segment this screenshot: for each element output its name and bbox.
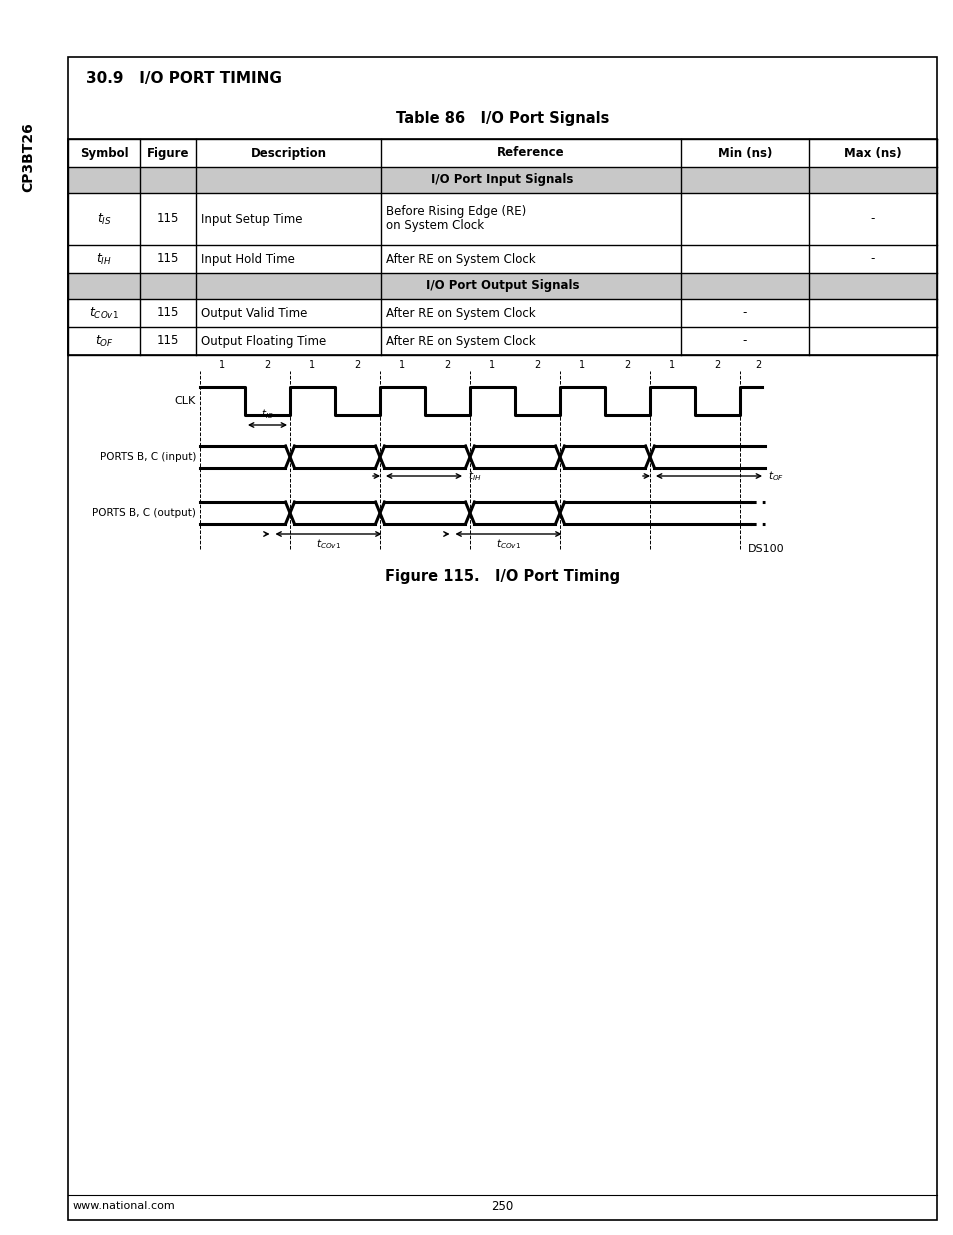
Text: 2: 2 [264, 359, 271, 370]
Text: 2: 2 [714, 359, 720, 370]
Text: -: - [870, 252, 874, 266]
Text: 115: 115 [156, 335, 179, 347]
Bar [68, 167, 936, 193]
Text: 115: 115 [156, 306, 179, 320]
Text: 2: 2 [534, 359, 540, 370]
Text: 250: 250 [491, 1199, 513, 1213]
Text: Input Hold Time: Input Hold Time [201, 252, 294, 266]
Text: 2: 2 [754, 359, 760, 370]
Text: 1: 1 [578, 359, 585, 370]
Text: 1: 1 [399, 359, 405, 370]
Text: 2: 2 [623, 359, 630, 370]
Text: -: - [870, 212, 874, 226]
Text: 1: 1 [669, 359, 675, 370]
Text: Min (ns): Min (ns) [717, 147, 771, 159]
Text: $t_{COv1}$: $t_{COv1}$ [89, 305, 119, 321]
Text: -: - [742, 306, 746, 320]
Text: PORTS B, C (output): PORTS B, C (output) [92, 508, 195, 517]
Text: www.national.com: www.national.com [73, 1200, 175, 1212]
Text: $t_{IS}$: $t_{IS}$ [96, 211, 112, 226]
Bar [68, 140, 936, 354]
Text: $t_{IH}$: $t_{IH}$ [96, 252, 112, 267]
Text: Figure 115.   I/O Port Timing: Figure 115. I/O Port Timing [384, 569, 619, 584]
Text: 1: 1 [219, 359, 225, 370]
Text: I/O Port Output Signals: I/O Port Output Signals [425, 279, 578, 293]
Bar [68, 193, 936, 245]
Text: on System Clock: on System Clock [386, 220, 483, 232]
Text: Max (ns): Max (ns) [843, 147, 901, 159]
Text: 1: 1 [489, 359, 495, 370]
Text: CLK: CLK [174, 396, 195, 406]
Text: After RE on System Clock: After RE on System Clock [386, 335, 535, 347]
Text: Figure: Figure [147, 147, 189, 159]
Text: $t_{IH}$: $t_{IH}$ [468, 469, 481, 483]
Text: 30.9   I/O PORT TIMING: 30.9 I/O PORT TIMING [86, 72, 281, 86]
Bar [68, 273, 936, 299]
Text: Symbol: Symbol [80, 147, 128, 159]
Text: 115: 115 [156, 212, 179, 226]
Text: I/O Port Input Signals: I/O Port Input Signals [431, 173, 573, 186]
Text: $t_{OF}$: $t_{OF}$ [94, 333, 113, 348]
Text: Output Floating Time: Output Floating Time [201, 335, 326, 347]
Text: $t_{IS}$: $t_{IS}$ [261, 408, 274, 421]
Text: Input Setup Time: Input Setup Time [201, 212, 302, 226]
Text: Before Rising Edge (RE): Before Rising Edge (RE) [386, 205, 526, 219]
Bar [68, 140, 936, 167]
Bar [68, 327, 936, 354]
Text: Reference: Reference [497, 147, 564, 159]
Text: $t_{COv1}$: $t_{COv1}$ [315, 537, 341, 551]
Text: -: - [742, 335, 746, 347]
Text: Output Valid Time: Output Valid Time [201, 306, 307, 320]
Text: $t_{COv1}$: $t_{COv1}$ [496, 537, 520, 551]
Bar [68, 245, 936, 273]
Text: 2: 2 [444, 359, 450, 370]
Text: CP3BT26: CP3BT26 [21, 122, 35, 191]
Text: $t_{OF}$: $t_{OF}$ [767, 469, 783, 483]
Text: After RE on System Clock: After RE on System Clock [386, 306, 535, 320]
Text: 115: 115 [156, 252, 179, 266]
Text: PORTS B, C (input): PORTS B, C (input) [99, 452, 195, 462]
Text: 1: 1 [309, 359, 315, 370]
Text: 2: 2 [354, 359, 360, 370]
Text: Table 86   I/O Port Signals: Table 86 I/O Port Signals [395, 111, 609, 126]
Bar [68, 299, 936, 327]
Text: Description: Description [251, 147, 326, 159]
Text: After RE on System Clock: After RE on System Clock [386, 252, 535, 266]
Text: DS100: DS100 [747, 543, 784, 555]
